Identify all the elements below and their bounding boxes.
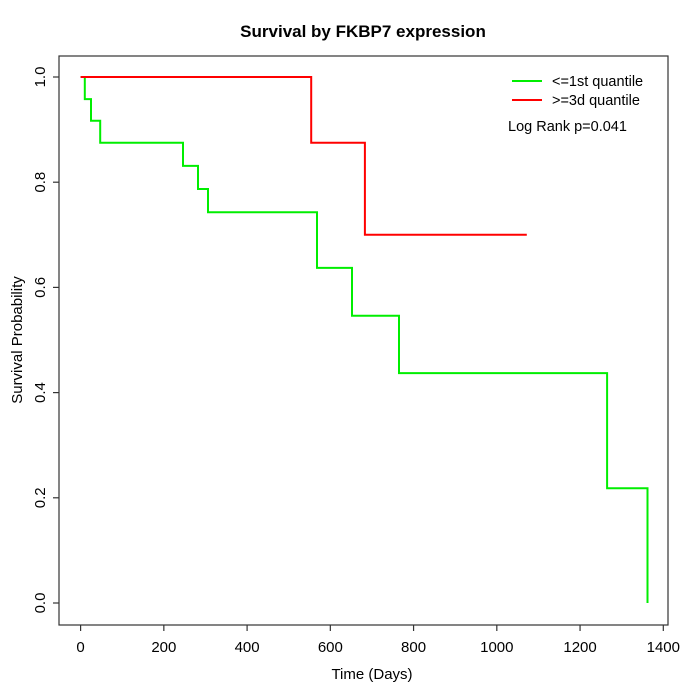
x-tick-label: 0: [76, 639, 84, 656]
x-tick-label: 1200: [563, 639, 596, 656]
x-tick-label: 400: [235, 639, 260, 656]
survival-curve-high-expression: [80, 76, 527, 236]
survival-curves: [80, 76, 649, 603]
y-tick-label: 0.2: [32, 487, 49, 508]
y-tick-label: 0.0: [32, 593, 49, 614]
legend-item-label: >=3d quantile: [552, 93, 640, 109]
x-tick-label: 200: [151, 639, 176, 656]
x-tick-label: 1400: [647, 639, 680, 656]
y-tick-label: 0.6: [32, 277, 49, 298]
log-rank-pvalue: Log Rank p=0.041: [508, 119, 627, 135]
y-axis: 0.0 0.2 0.4 0.6 0.8 1.0: [32, 67, 59, 614]
plot-box: [58, 55, 669, 626]
y-axis-label: Survival Probability: [9, 276, 26, 404]
y-tick-label: 1.0: [32, 67, 49, 88]
survival-curve-low-expression: [80, 76, 649, 603]
x-axis: 0 200 400 600 800 1000 1200 1400: [76, 625, 680, 656]
y-tick-label: 0.4: [32, 382, 49, 403]
y-tick-label: 0.8: [32, 172, 49, 193]
legend-item-label: <=1st quantile: [552, 74, 643, 90]
x-tick-label: 800: [401, 639, 426, 656]
legend: <=1st quantile >=3d quantile: [512, 74, 643, 109]
page-title: Survival by FKBP7 expression: [240, 22, 486, 41]
x-axis-label: Time (Days): [331, 666, 412, 683]
x-tick-label: 1000: [480, 639, 513, 656]
x-tick-label: 600: [318, 639, 343, 656]
